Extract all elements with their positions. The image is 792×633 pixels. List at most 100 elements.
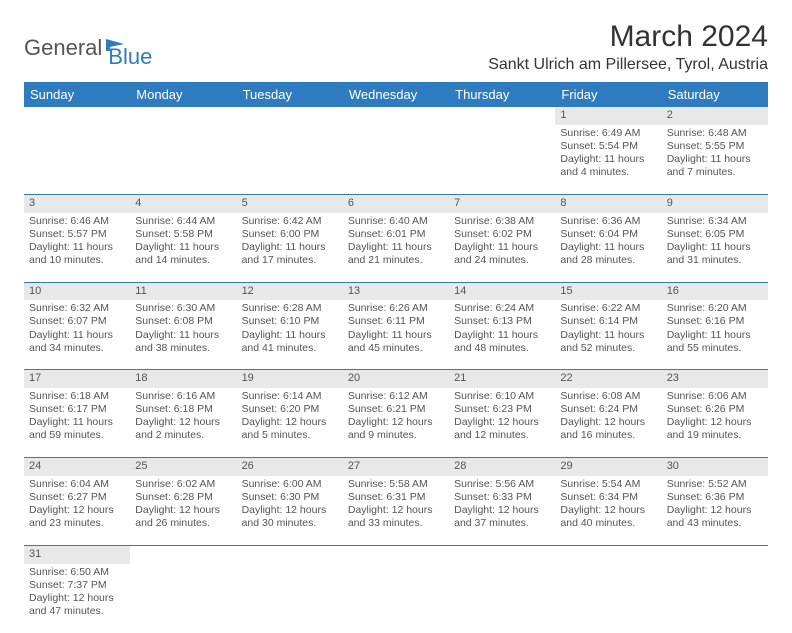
day-info-cell [662,564,768,633]
day-number-cell: 20 [343,370,449,388]
sunset-text: Sunset: 6:27 PM [29,491,125,504]
day-number-row: 12 [24,107,768,125]
sunset-text: Sunset: 6:02 PM [454,228,550,241]
daylight-text: Daylight: 12 hours and 37 minutes. [454,504,550,530]
title-block: March 2024 Sankt Ulrich am Pillersee, Ty… [488,20,768,74]
day-number-cell: 6 [343,194,449,212]
day-number-cell: 28 [449,458,555,476]
daylight-text: Daylight: 11 hours and 41 minutes. [242,329,338,355]
sunset-text: Sunset: 6:30 PM [242,491,338,504]
day-number-cell: 11 [130,282,236,300]
weekday-header: Tuesday [237,82,343,107]
weekday-header: Thursday [449,82,555,107]
daylight-text: Daylight: 11 hours and 14 minutes. [135,241,231,267]
day-number-cell [130,107,236,125]
sunrise-text: Sunrise: 6:38 AM [454,215,550,228]
sunset-text: Sunset: 6:34 PM [560,491,656,504]
day-info-row: Sunrise: 6:49 AMSunset: 5:54 PMDaylight:… [24,125,768,195]
daylight-text: Daylight: 12 hours and 40 minutes. [560,504,656,530]
day-info-cell [449,125,555,195]
day-info-cell: Sunrise: 6:16 AMSunset: 6:18 PMDaylight:… [130,388,236,458]
day-info-cell: Sunrise: 6:14 AMSunset: 6:20 PMDaylight:… [237,388,343,458]
day-info-cell: Sunrise: 6:34 AMSunset: 6:05 PMDaylight:… [662,213,768,283]
day-number-cell [449,545,555,563]
day-number-cell: 2 [662,107,768,125]
sunset-text: Sunset: 6:23 PM [454,403,550,416]
sunset-text: Sunset: 6:01 PM [348,228,444,241]
weekday-header: Wednesday [343,82,449,107]
day-number-cell: 25 [130,458,236,476]
sunset-text: Sunset: 6:04 PM [560,228,656,241]
day-number-cell: 24 [24,458,130,476]
daylight-text: Daylight: 12 hours and 30 minutes. [242,504,338,530]
day-info-cell: Sunrise: 6:08 AMSunset: 6:24 PMDaylight:… [555,388,661,458]
daylight-text: Daylight: 12 hours and 43 minutes. [667,504,763,530]
sunset-text: Sunset: 6:17 PM [29,403,125,416]
day-number-cell: 30 [662,458,768,476]
day-number-cell [449,107,555,125]
month-title: March 2024 [488,20,768,54]
sunset-text: Sunset: 6:21 PM [348,403,444,416]
sunrise-text: Sunrise: 5:52 AM [667,478,763,491]
day-number-cell: 13 [343,282,449,300]
sunset-text: Sunset: 6:13 PM [454,315,550,328]
day-number-cell: 14 [449,282,555,300]
sunrise-text: Sunrise: 6:42 AM [242,215,338,228]
day-info-cell: Sunrise: 5:58 AMSunset: 6:31 PMDaylight:… [343,476,449,546]
sunset-text: Sunset: 6:31 PM [348,491,444,504]
day-number-cell: 17 [24,370,130,388]
day-number-cell: 19 [237,370,343,388]
daylight-text: Daylight: 12 hours and 5 minutes. [242,416,338,442]
sunset-text: Sunset: 6:36 PM [667,491,763,504]
day-info-cell: Sunrise: 6:10 AMSunset: 6:23 PMDaylight:… [449,388,555,458]
day-info-cell: Sunrise: 6:49 AMSunset: 5:54 PMDaylight:… [555,125,661,195]
day-number-row: 10111213141516 [24,282,768,300]
day-number-cell: 4 [130,194,236,212]
day-info-cell: Sunrise: 6:44 AMSunset: 5:58 PMDaylight:… [130,213,236,283]
sunset-text: Sunset: 6:07 PM [29,315,125,328]
day-info-cell: Sunrise: 5:52 AMSunset: 6:36 PMDaylight:… [662,476,768,546]
calendar-table: SundayMondayTuesdayWednesdayThursdayFrid… [24,82,768,633]
day-info-cell: Sunrise: 6:36 AMSunset: 6:04 PMDaylight:… [555,213,661,283]
sunset-text: Sunset: 6:33 PM [454,491,550,504]
logo-text-general: General [24,35,102,61]
daylight-text: Daylight: 11 hours and 24 minutes. [454,241,550,267]
weekday-header: Saturday [662,82,768,107]
day-info-cell: Sunrise: 6:22 AMSunset: 6:14 PMDaylight:… [555,300,661,370]
daylight-text: Daylight: 11 hours and 45 minutes. [348,329,444,355]
sunrise-text: Sunrise: 6:20 AM [667,302,763,315]
weekday-header: Monday [130,82,236,107]
day-number-cell: 7 [449,194,555,212]
day-info-row: Sunrise: 6:04 AMSunset: 6:27 PMDaylight:… [24,476,768,546]
sunset-text: Sunset: 5:58 PM [135,228,231,241]
day-info-cell [130,564,236,633]
daylight-text: Daylight: 11 hours and 59 minutes. [29,416,125,442]
daylight-text: Daylight: 11 hours and 17 minutes. [242,241,338,267]
daylight-text: Daylight: 12 hours and 33 minutes. [348,504,444,530]
day-info-row: Sunrise: 6:18 AMSunset: 6:17 PMDaylight:… [24,388,768,458]
daylight-text: Daylight: 11 hours and 4 minutes. [560,153,656,179]
day-number-cell: 29 [555,458,661,476]
sunrise-text: Sunrise: 6:10 AM [454,390,550,403]
sunset-text: Sunset: 6:18 PM [135,403,231,416]
day-number-cell [343,545,449,563]
day-info-cell: Sunrise: 5:54 AMSunset: 6:34 PMDaylight:… [555,476,661,546]
day-info-cell: Sunrise: 6:32 AMSunset: 6:07 PMDaylight:… [24,300,130,370]
sunrise-text: Sunrise: 6:36 AM [560,215,656,228]
sunrise-text: Sunrise: 6:32 AM [29,302,125,315]
day-info-cell: Sunrise: 6:24 AMSunset: 6:13 PMDaylight:… [449,300,555,370]
sunrise-text: Sunrise: 6:48 AM [667,127,763,140]
sunset-text: Sunset: 6:24 PM [560,403,656,416]
sunrise-text: Sunrise: 6:40 AM [348,215,444,228]
sunset-text: Sunset: 6:10 PM [242,315,338,328]
sunrise-text: Sunrise: 6:30 AM [135,302,231,315]
day-info-cell [237,564,343,633]
sunrise-text: Sunrise: 6:14 AM [242,390,338,403]
day-info-cell: Sunrise: 6:42 AMSunset: 6:00 PMDaylight:… [237,213,343,283]
sunset-text: Sunset: 6:11 PM [348,315,444,328]
sunrise-text: Sunrise: 5:54 AM [560,478,656,491]
sunset-text: Sunset: 5:54 PM [560,140,656,153]
day-number-cell: 27 [343,458,449,476]
sunrise-text: Sunrise: 5:56 AM [454,478,550,491]
day-number-cell: 8 [555,194,661,212]
